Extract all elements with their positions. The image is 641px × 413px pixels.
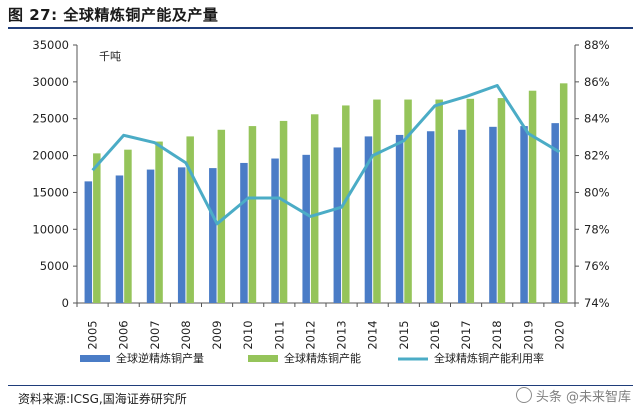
watermark: 头条 @未来智库 <box>515 386 631 405</box>
legend-capacity-label: 全球精炼铜产能 <box>284 351 361 365</box>
bar-capacity <box>217 129 226 303</box>
y-left-tick-label: 20000 <box>32 149 69 163</box>
x-tick-label: 2016 <box>428 320 442 349</box>
bar-capacity <box>404 99 412 303</box>
x-tick-label: 2017 <box>459 320 473 349</box>
x-tick-label: 2007 <box>148 320 162 349</box>
legend-output-swatch <box>80 355 110 362</box>
footer-divider <box>8 385 633 386</box>
watermark-text: 头条 @未来智库 <box>535 390 631 405</box>
legend-utilization-label: 全球精炼铜产能利用率 <box>434 351 544 365</box>
title-divider <box>8 27 633 29</box>
x-tick-label: 2018 <box>490 320 504 349</box>
y-right-tick-label: 84% <box>584 112 610 126</box>
x-tick-label: 2011 <box>272 320 286 349</box>
y-left-tick-label: 5000 <box>40 259 69 273</box>
x-tick-label: 2006 <box>117 320 131 349</box>
bar-capacity <box>373 99 381 303</box>
bar-capacity <box>124 149 132 303</box>
y-right-tick-label: 86% <box>584 75 610 89</box>
x-tick-label: 2009 <box>210 320 224 349</box>
y-left-tick-label: 30000 <box>32 75 69 89</box>
bar-capacity <box>528 90 537 304</box>
bar-output <box>84 181 93 303</box>
bar-capacity <box>186 136 194 303</box>
x-tick-label: 2020 <box>552 320 566 349</box>
bar-capacity <box>559 83 568 304</box>
y-left-tick-label: 35000 <box>32 38 69 52</box>
y-left-tick-label: 15000 <box>32 185 69 199</box>
bar-output <box>271 158 279 303</box>
y-right-tick-label: 80% <box>584 185 610 199</box>
bar-output <box>333 147 342 303</box>
bar-output <box>395 134 404 303</box>
bar-capacity <box>155 141 163 303</box>
y-right-tick-label: 88% <box>584 38 610 52</box>
legend-capacity-swatch <box>248 355 278 362</box>
bar-output <box>364 136 373 303</box>
bar-output <box>146 169 155 303</box>
x-tick-label: 2015 <box>397 320 411 349</box>
x-tick-label: 2014 <box>366 320 380 349</box>
y-right-tick-label: 74% <box>584 296 610 310</box>
x-tick-label: 2008 <box>179 320 193 349</box>
bar-capacity <box>342 105 350 304</box>
bar-output <box>520 126 528 303</box>
bar-capacity <box>93 153 101 303</box>
y-left-tick-label: 0 <box>62 296 69 310</box>
chart-title: 图 27: 全球精炼铜产能及产量 <box>8 6 219 24</box>
y-right-tick-label: 76% <box>584 259 610 273</box>
x-tick-label: 2010 <box>241 320 255 349</box>
legend-output-label: 全球逆精炼铜产量 <box>116 351 204 365</box>
y-left-tick-label: 10000 <box>32 222 69 236</box>
bar-output <box>489 126 497 303</box>
y-right-tick-label: 82% <box>584 149 610 163</box>
bar-capacity <box>248 126 257 303</box>
bar-output <box>209 168 217 303</box>
bar-capacity <box>435 99 443 303</box>
bar-capacity <box>497 98 506 304</box>
unit-label: 千吨 <box>99 50 121 63</box>
y-left-tick-label: 25000 <box>32 112 69 126</box>
bar-output <box>458 129 466 303</box>
x-tick-label: 2005 <box>86 320 100 349</box>
bar-output <box>302 154 310 303</box>
y-right-tick-label: 78% <box>584 222 610 236</box>
bar-output <box>177 167 186 303</box>
utilization-line <box>91 84 561 226</box>
x-tick-label: 2012 <box>303 320 317 349</box>
bar-output <box>551 123 559 303</box>
bar-capacity <box>279 120 288 303</box>
watermark-logo-icon <box>515 387 532 403</box>
bar-output <box>115 175 124 303</box>
bar-output <box>426 131 435 303</box>
x-tick-label: 2019 <box>521 320 535 349</box>
source-note: 资料来源:ICSG,国海证券研究所 <box>18 392 187 406</box>
chart-title-row: 图 27: 全球精炼铜产能及产量 <box>8 4 633 26</box>
bar-capacity <box>466 98 475 303</box>
bar-capacity <box>310 114 319 303</box>
x-tick-label: 2013 <box>335 320 349 349</box>
bar-output <box>240 162 248 303</box>
